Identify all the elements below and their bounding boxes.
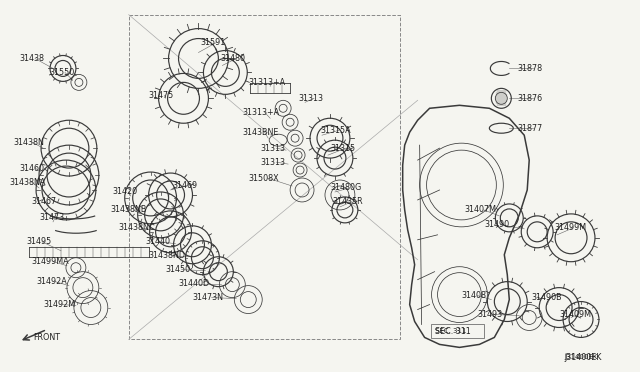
Text: 31313: 31313: [260, 144, 285, 153]
Text: 31480: 31480: [220, 54, 245, 63]
Text: J31400EK: J31400EK: [564, 353, 602, 362]
Text: 31493: 31493: [477, 310, 502, 319]
Text: 31438NB: 31438NB: [111, 205, 147, 214]
Text: 31409M: 31409M: [559, 310, 591, 319]
Text: 31877: 31877: [517, 124, 543, 133]
Text: 31420: 31420: [113, 187, 138, 196]
Text: 31460: 31460: [19, 164, 44, 173]
Text: 31315: 31315: [330, 144, 355, 153]
Text: 31473N: 31473N: [193, 293, 223, 302]
Text: 31438N: 31438N: [13, 138, 44, 147]
Text: 31495: 31495: [26, 237, 51, 246]
Text: 31467: 31467: [31, 198, 56, 206]
Text: 31438ND: 31438ND: [148, 251, 186, 260]
Text: 31473: 31473: [39, 214, 64, 222]
Text: 31313: 31313: [298, 94, 323, 103]
Text: 31438NC: 31438NC: [119, 223, 156, 232]
Text: 31438NA: 31438NA: [9, 177, 45, 186]
Text: 31469: 31469: [173, 180, 198, 189]
Text: SEC. 311: SEC. 311: [435, 328, 466, 334]
Text: FRONT: FRONT: [33, 333, 60, 342]
Text: 31313: 31313: [260, 158, 285, 167]
Text: 31490B: 31490B: [531, 293, 562, 302]
Text: 31508X: 31508X: [248, 173, 279, 183]
Text: 31408: 31408: [461, 291, 486, 300]
Text: 31492M: 31492M: [43, 300, 75, 309]
Text: 31876: 31876: [517, 94, 542, 103]
Text: 31440D: 31440D: [179, 279, 210, 288]
Text: 31475: 31475: [148, 91, 174, 100]
Text: 31499MA: 31499MA: [31, 257, 68, 266]
Text: 31878: 31878: [517, 64, 542, 73]
Text: 31313+A: 31313+A: [243, 108, 280, 117]
Text: 31499M: 31499M: [554, 223, 586, 232]
Text: 31492A: 31492A: [36, 277, 67, 286]
Text: J31400EK: J31400EK: [564, 355, 597, 360]
Text: 31480G: 31480G: [330, 183, 361, 192]
Text: 31435R: 31435R: [332, 198, 363, 206]
Text: 31550: 31550: [49, 68, 74, 77]
Text: 31490: 31490: [484, 220, 509, 230]
Text: 3143BNE: 3143BNE: [243, 128, 278, 137]
Text: 31407M: 31407M: [465, 205, 497, 214]
Text: 31315A: 31315A: [320, 126, 351, 135]
Text: 31313+A: 31313+A: [248, 78, 285, 87]
Bar: [129, 15, 400, 339]
Text: 31450: 31450: [166, 265, 191, 274]
Text: 31591: 31591: [200, 38, 226, 47]
Text: SEC. 311: SEC. 311: [435, 327, 470, 336]
Text: 31440: 31440: [146, 237, 171, 246]
Text: 31438: 31438: [19, 54, 44, 63]
